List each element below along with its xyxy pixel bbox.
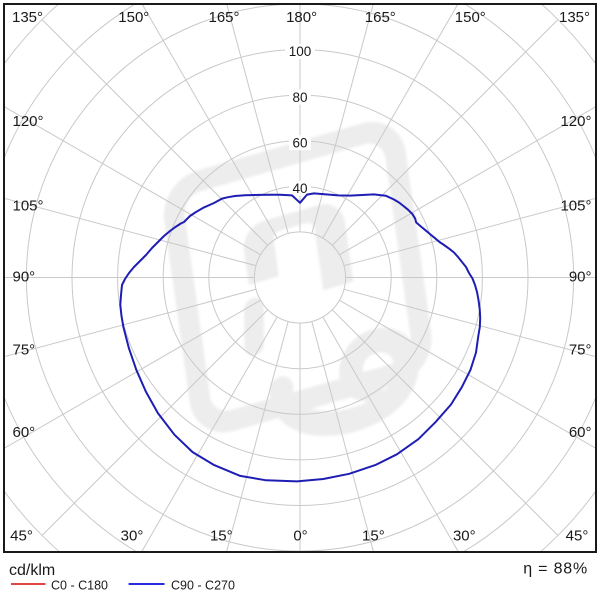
svg-text:C0 - C180: C0 - C180 xyxy=(51,579,108,593)
svg-text:15°: 15° xyxy=(210,527,233,544)
svg-text:0°: 0° xyxy=(293,527,307,544)
svg-text:120°: 120° xyxy=(13,113,44,130)
svg-text:cd/klm: cd/klm xyxy=(9,562,55,579)
svg-text:15°: 15° xyxy=(362,527,385,544)
svg-text:45°: 45° xyxy=(566,527,589,544)
svg-text:150°: 150° xyxy=(455,9,486,26)
svg-text:90°: 90° xyxy=(569,268,592,285)
svg-text:180°: 180° xyxy=(286,9,317,26)
svg-text:165°: 165° xyxy=(365,9,396,26)
svg-text:75°: 75° xyxy=(569,342,592,359)
svg-text:60°: 60° xyxy=(13,424,36,441)
svg-text:η = 88%: η = 88% xyxy=(523,561,588,578)
svg-text:90°: 90° xyxy=(13,268,36,285)
svg-text:105°: 105° xyxy=(13,197,44,214)
svg-text:100: 100 xyxy=(289,44,312,59)
svg-text:30°: 30° xyxy=(453,527,476,544)
svg-text:60: 60 xyxy=(292,135,307,150)
svg-text:80: 80 xyxy=(292,90,307,105)
svg-text:30°: 30° xyxy=(121,527,144,544)
svg-text:135°: 135° xyxy=(12,9,43,26)
svg-text:135°: 135° xyxy=(559,9,590,26)
svg-text:165°: 165° xyxy=(208,9,239,26)
svg-text:75°: 75° xyxy=(13,342,36,359)
svg-text:150°: 150° xyxy=(118,9,149,26)
svg-text:60°: 60° xyxy=(569,424,592,441)
svg-text:45°: 45° xyxy=(10,527,33,544)
svg-text:105°: 105° xyxy=(560,197,591,214)
svg-text:C90 - C270: C90 - C270 xyxy=(171,579,235,593)
svg-text:120°: 120° xyxy=(560,113,591,130)
svg-text:40: 40 xyxy=(292,181,307,196)
